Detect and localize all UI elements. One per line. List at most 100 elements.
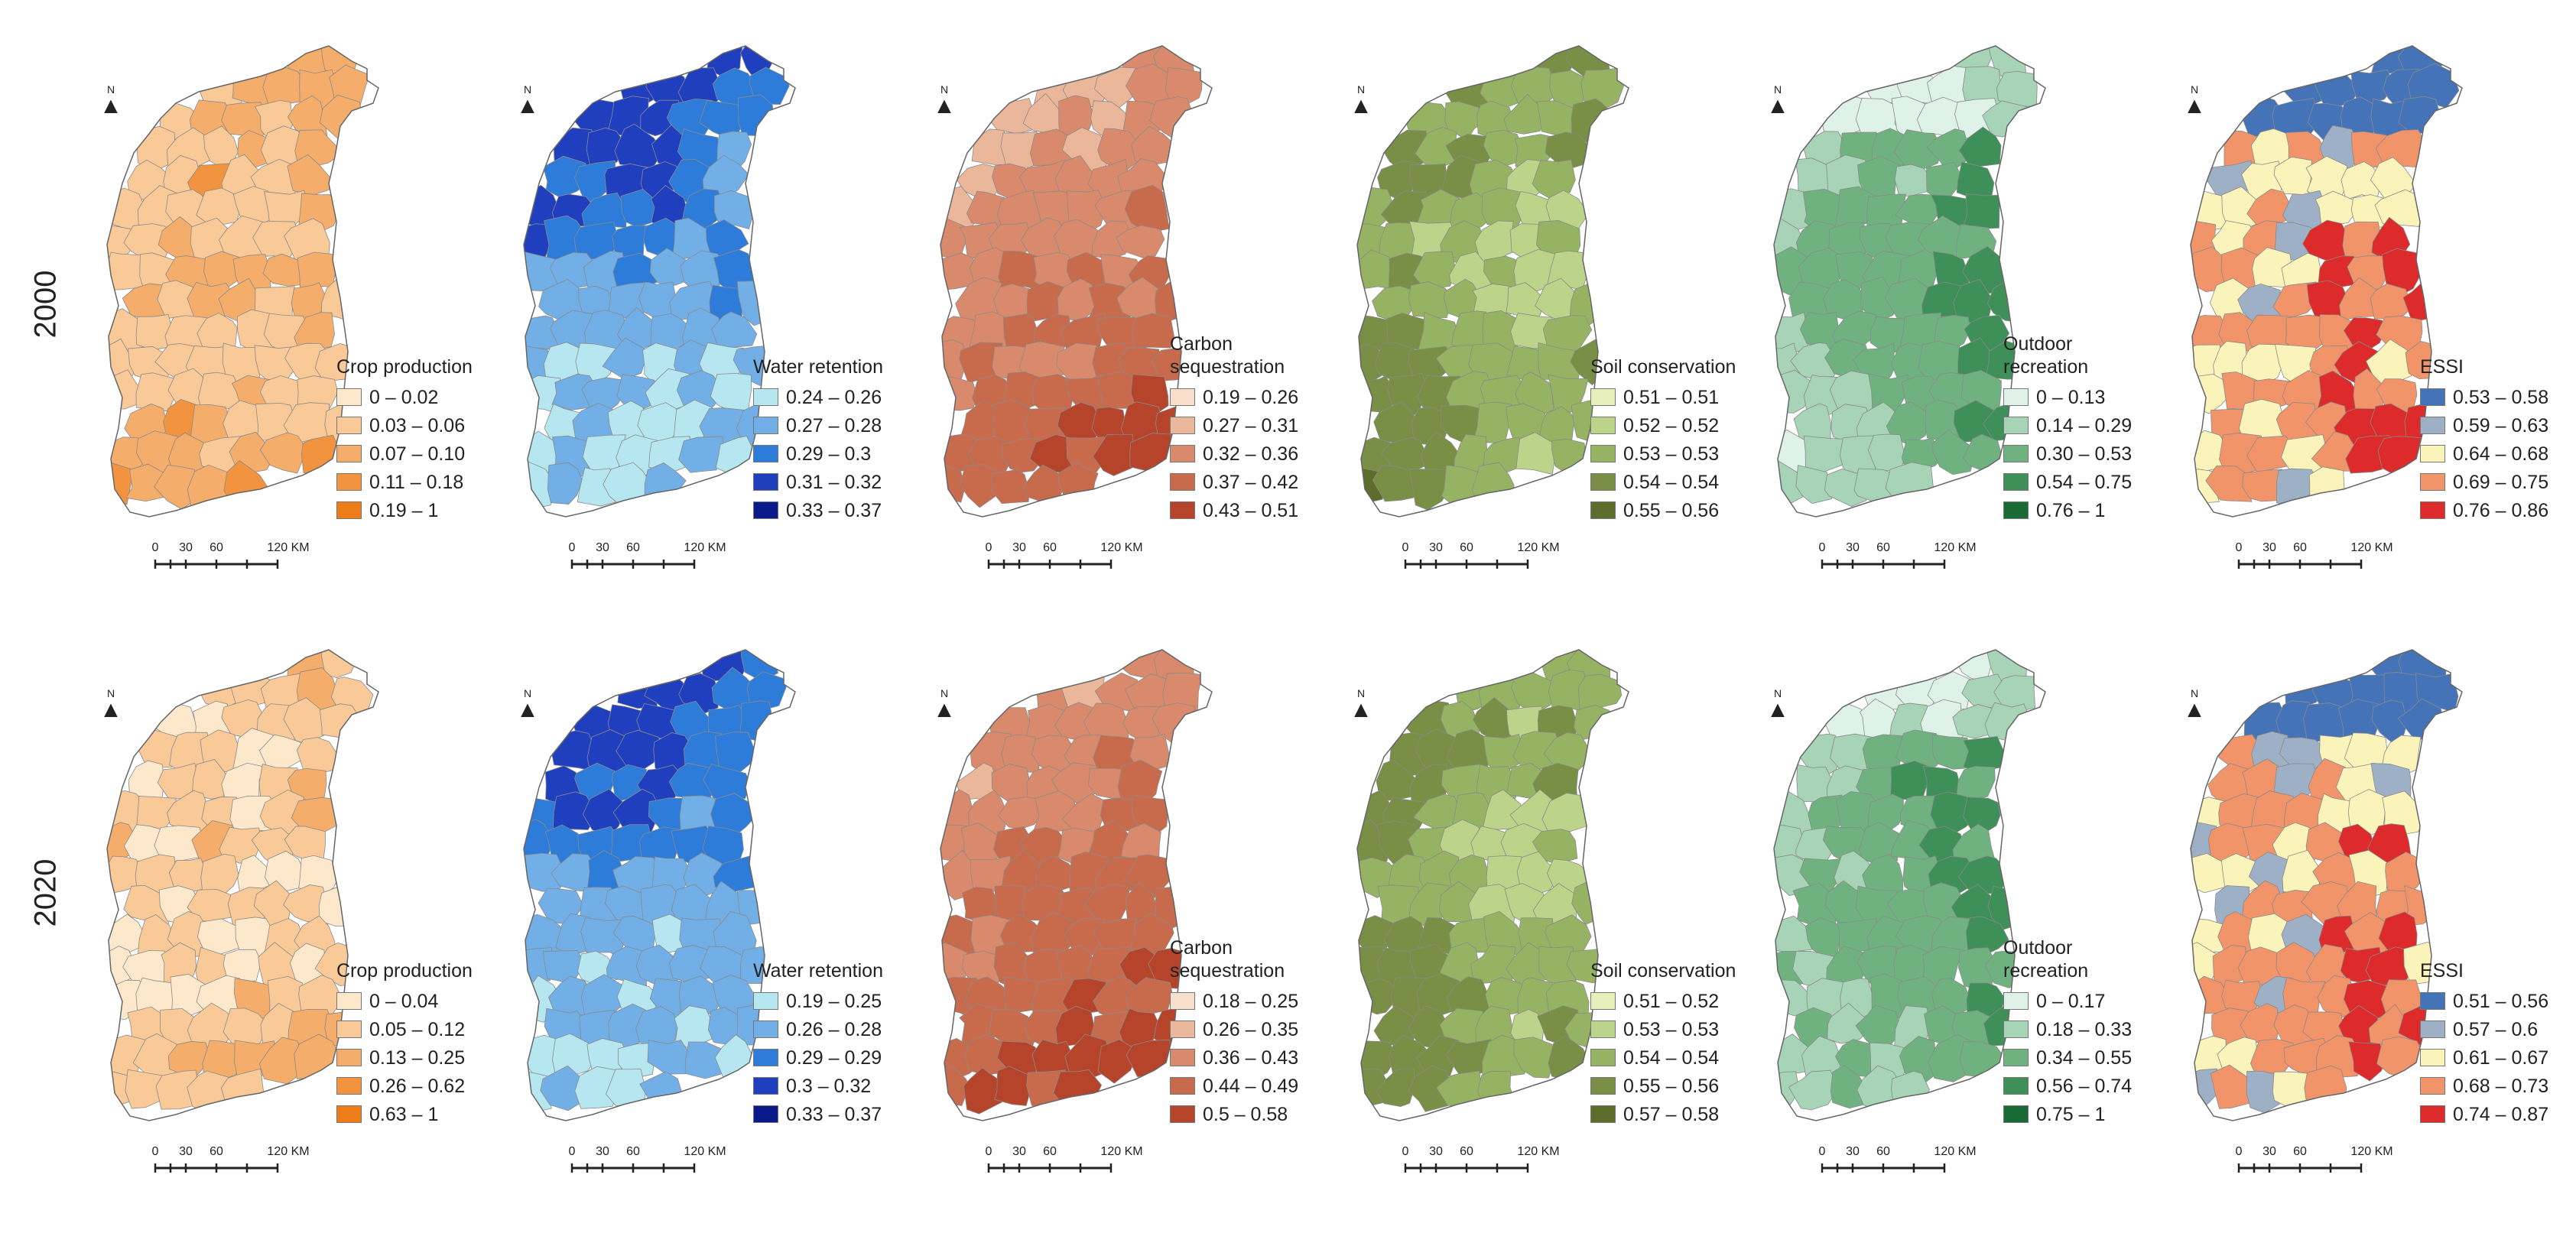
legend-title-line: Soil conservation	[1590, 960, 1736, 982]
county-region	[1444, 101, 1487, 141]
county-region	[1859, 822, 1900, 865]
legend-label: 0.33 – 0.37	[786, 1103, 882, 1125]
legend-item: 0.26 – 0.35	[1170, 1015, 1298, 1043]
scale-bar-graphic	[2237, 560, 2363, 569]
legend-item: 0.69 – 0.75	[2420, 468, 2548, 496]
legend-title: ESSI	[2420, 355, 2548, 378]
province-boundary	[940, 45, 1213, 518]
legend-label: 0.54 – 0.54	[1623, 1046, 1720, 1069]
county-region	[1860, 276, 1901, 322]
legend-soil-conservation: Soil conservation 0.51 – 0.51 0.52 – 0.52 0…	[1590, 355, 1736, 524]
legend-swatch	[1590, 1049, 1616, 1066]
scale-bar: 0 30 60 120 KM	[566, 541, 726, 570]
legend-item: 0.53 – 0.58	[2420, 383, 2548, 411]
legend-swatch	[336, 388, 362, 406]
county-region	[2365, 946, 2415, 988]
north-label: N	[106, 687, 115, 699]
county-region	[1774, 915, 1815, 952]
legend-title-line: Crop production	[336, 356, 473, 378]
north-arrow-glyph: ▲	[99, 93, 122, 118]
north-arrow-icon: N ▲	[516, 688, 539, 722]
county-region	[2343, 317, 2385, 353]
county-region	[678, 436, 724, 473]
north-arrow-icon: N ▲	[516, 84, 539, 118]
county-region	[1477, 1071, 1515, 1108]
province-boundary	[523, 649, 796, 1121]
map-panel-water-retention-2020: N ▲ Water retention 0.19 – 0.25 0.26 – 0.28 0…	[493, 634, 921, 1246]
legend-essi: ESSI 0.53 – 0.58 0.59 – 0.63 0.64 – 0.68 0.6…	[2420, 355, 2548, 524]
legend-item: 0.44 – 0.49	[1170, 1072, 1298, 1100]
north-label: N	[1773, 687, 1782, 699]
province-boundary	[2190, 45, 2463, 518]
scale-tick-label: 30	[596, 541, 609, 554]
scale-tick-label: 60	[1043, 1145, 1057, 1158]
legend-item: 0.26 – 0.28	[753, 1015, 883, 1043]
legend-label: 0.74 – 0.87	[2453, 1103, 2549, 1125]
province-boundary	[2190, 649, 2463, 1121]
legend-item: 0.07 – 0.10	[336, 440, 473, 468]
legend-title-line: Carbon	[1170, 937, 1233, 959]
legend-label: 0.07 – 0.10	[369, 443, 466, 465]
scale-tick-label: 60	[210, 541, 223, 554]
county-region	[1409, 764, 1449, 806]
legend-swatch	[1590, 992, 1616, 1010]
county-region	[259, 432, 307, 474]
legend-label: 0.59 – 0.63	[2453, 414, 2549, 436]
scale-tick-label: 120 KM	[267, 1145, 310, 1158]
scale-bar-graphic	[570, 560, 696, 569]
legend-item: 0.29 – 0.29	[753, 1043, 883, 1072]
county-region	[1795, 465, 1833, 505]
county-region	[202, 1040, 240, 1080]
choropleth-map	[940, 649, 1213, 1121]
legend-swatch	[2420, 417, 2445, 434]
scale-tick-label: 120 KM	[1517, 1145, 1560, 1158]
county-region	[713, 190, 756, 230]
legend-item: 0.13 – 0.25	[336, 1043, 473, 1072]
north-label: N	[1356, 83, 1366, 96]
county-region	[1803, 435, 1849, 472]
choropleth-map	[106, 45, 379, 518]
legend-swatch	[336, 1049, 362, 1066]
legend-title: Soil conservation	[1590, 355, 1736, 378]
legend-item: 0.11 – 0.18	[336, 468, 473, 496]
legend-label: 0.53 – 0.53	[1623, 1018, 1720, 1040]
legend-swatch	[2420, 992, 2445, 1010]
scale-tick-label: 0	[151, 541, 159, 554]
legend-title-line: recreation	[2003, 356, 2089, 378]
legend-swatch	[1170, 388, 1195, 406]
county-region	[2365, 339, 2412, 386]
map-panel-essi-2020: N ▲ ESSI 0.51 – 0.56 0.57 – 0.6 0.61 – 0.67 0.…	[2160, 634, 2576, 1246]
legend-item: 0.51 – 0.51	[1590, 383, 1736, 411]
legend-swatch	[336, 1077, 362, 1095]
county-region	[547, 462, 583, 505]
county-region	[575, 342, 618, 385]
legend-item: 0.55 – 0.56	[1590, 1072, 1736, 1100]
legend-swatch	[753, 1020, 778, 1038]
north-label: N	[1356, 687, 1366, 699]
scale-tick-label: 30	[1846, 541, 1860, 554]
legend-label: 0.33 – 0.37	[786, 499, 882, 521]
county-region	[167, 1041, 210, 1079]
county-region	[649, 248, 690, 287]
scale-tick-label: 60	[1460, 1145, 1473, 1158]
scale-tick-label: 60	[1876, 1145, 1890, 1158]
map-panel-soil-conservation-2000: N ▲ Soil conservation 0.51 – 0.51 0.52 – 0.5…	[1327, 31, 1755, 642]
scale-tick-label: 0	[1818, 1145, 1826, 1158]
north-label: N	[940, 687, 949, 699]
scale-tick-label: 30	[2263, 1145, 2276, 1158]
county-region	[617, 1043, 655, 1077]
scale-tick-label: 30	[2263, 541, 2276, 554]
legend-soil-conservation: Soil conservation 0.51 – 0.52 0.53 – 0.53 0…	[1590, 959, 1736, 1128]
legend-swatch	[2003, 1020, 2029, 1038]
county-region	[2205, 466, 2253, 502]
legend-label: 0 – 0.02	[369, 386, 439, 408]
legend-label: 0.54 – 0.75	[2036, 471, 2133, 493]
province-boundary	[106, 649, 379, 1121]
scale-tick-label: 60	[1043, 541, 1057, 554]
legend-title: Soil conservation	[1590, 959, 1736, 982]
legend-title-line: ESSI	[2420, 356, 2464, 378]
map-panel-carbon-sequestration-2000: N ▲ Carbon sequestration 0.19 – 0.26 0.27 – 0…	[910, 31, 1338, 642]
scale-tick-label: 30	[596, 1145, 609, 1158]
legend-label: 0.53 – 0.53	[1623, 443, 1720, 465]
map-panel-carbon-sequestration-2020: N ▲ Carbon sequestration 0.18 – 0.25 0.26 – 0…	[910, 634, 1338, 1246]
